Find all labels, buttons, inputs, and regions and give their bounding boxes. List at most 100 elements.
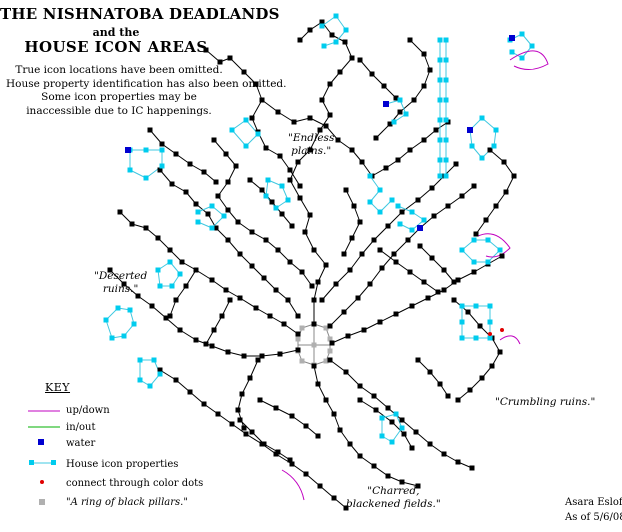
room (357, 453, 363, 459)
path-link (351, 221, 361, 239)
path-link (363, 321, 381, 331)
room (415, 197, 421, 203)
room (281, 321, 287, 327)
path-link (343, 237, 353, 255)
room (183, 283, 189, 289)
room (267, 313, 273, 319)
room (421, 279, 427, 285)
key-item-water: water (66, 438, 96, 449)
room (237, 295, 243, 301)
room (415, 483, 421, 489)
room (253, 81, 259, 87)
house-icon-room (273, 205, 279, 211)
room (493, 203, 499, 209)
house-icon-room (243, 117, 249, 123)
map-notes: True icon locations have been omitted. H… (6, 64, 286, 118)
signature-date: As of 5/6/08 (565, 512, 622, 523)
room (413, 429, 419, 435)
room (427, 441, 433, 447)
room-markers (103, 13, 535, 511)
room (317, 127, 323, 133)
house-icon-room (169, 283, 175, 289)
room (411, 97, 417, 103)
room (349, 235, 355, 241)
water-room (417, 225, 423, 231)
room (503, 189, 509, 195)
path-link (179, 329, 197, 341)
room (261, 441, 267, 447)
house-icon-room (389, 439, 395, 445)
annotation-deserted-ruins: "Deserted ruins." (94, 270, 147, 295)
house-icon-room (487, 335, 493, 341)
path-link (227, 351, 245, 357)
room (329, 340, 335, 346)
house-icon-room (409, 227, 415, 233)
room (405, 237, 411, 243)
room (357, 397, 363, 403)
house-icon-room (443, 77, 449, 83)
house-icon-room (209, 203, 215, 209)
room (297, 195, 303, 201)
house-icon-room (443, 137, 449, 143)
room (329, 32, 335, 38)
room (399, 479, 405, 485)
room (167, 247, 173, 253)
pillar-room (299, 358, 305, 364)
room (187, 389, 193, 395)
room (349, 55, 355, 61)
path-link (313, 281, 319, 301)
room (455, 277, 461, 283)
house-icon-room (157, 283, 163, 289)
room (343, 505, 349, 511)
house-icon-room (437, 37, 443, 43)
room (279, 211, 285, 217)
room (169, 181, 175, 187)
room (355, 295, 361, 301)
path-link (195, 269, 213, 281)
path-link (331, 335, 349, 344)
path-link (313, 365, 319, 385)
annotation-crumbling-ruins: "Crumbling ruins." (495, 396, 596, 408)
room (307, 212, 313, 218)
house-icon-room (399, 425, 405, 431)
house-icon-room (379, 433, 385, 439)
room (219, 313, 225, 319)
room (311, 247, 317, 253)
house-icon-room (195, 219, 201, 225)
updown-link (281, 469, 305, 501)
house-icon-room (437, 137, 443, 143)
room (487, 147, 493, 153)
room (357, 219, 363, 225)
house-icon-room (487, 319, 493, 325)
house-icon-room (437, 173, 443, 179)
room (227, 55, 233, 61)
room (255, 357, 261, 363)
key-item-updown: up/down (66, 405, 110, 416)
room (357, 383, 363, 389)
path-link (423, 69, 431, 87)
path-link (353, 205, 361, 223)
room (287, 177, 293, 183)
annotation-line: plains." (291, 144, 332, 157)
note-line: True icon locations have been omitted. (15, 64, 223, 76)
room (273, 405, 279, 411)
room (295, 331, 301, 337)
room (157, 167, 163, 173)
room (225, 207, 231, 213)
room (235, 407, 241, 413)
room (193, 337, 199, 343)
room (173, 297, 179, 303)
annotation-charred-fields: "Charred, blackened fields." (346, 485, 441, 510)
room (121, 281, 127, 287)
room (259, 187, 265, 193)
room (351, 203, 357, 209)
connect-dot (488, 332, 492, 336)
map-title: THE NISHNATOBA DEADLANDS (0, 5, 280, 23)
room (259, 97, 265, 103)
room (337, 69, 343, 75)
room (483, 217, 489, 223)
room (209, 343, 215, 349)
room (295, 347, 301, 353)
note-line: Some icon properties may be (41, 91, 197, 103)
path-link (237, 393, 243, 411)
